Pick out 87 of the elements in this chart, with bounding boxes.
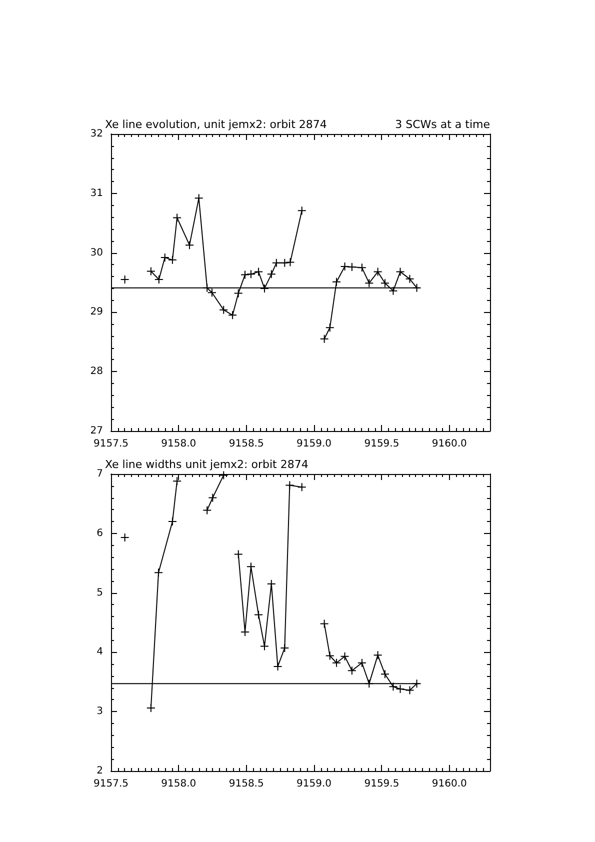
point <box>185 240 194 250</box>
point <box>364 278 374 288</box>
point <box>260 642 269 651</box>
y-tick-label: 4 <box>96 646 103 658</box>
point <box>320 334 329 344</box>
y-tick-label: 32 <box>90 128 103 140</box>
point <box>266 270 276 279</box>
point <box>405 686 414 695</box>
point <box>160 253 170 262</box>
x-tick-label: 9160.0 <box>432 778 467 790</box>
point <box>254 267 264 276</box>
point <box>280 644 290 653</box>
point <box>388 682 398 692</box>
point <box>388 286 398 296</box>
point <box>254 610 264 620</box>
point <box>325 323 334 332</box>
y-tick-label: 5 <box>96 587 103 598</box>
point <box>246 562 256 572</box>
point <box>396 684 405 694</box>
point <box>297 482 306 492</box>
point <box>234 550 243 559</box>
point <box>228 310 238 320</box>
text: 3 SCWs at a time <box>395 118 490 131</box>
point <box>373 267 382 276</box>
x-tick-label: 9160.0 <box>432 438 467 450</box>
chart-title: Xe line widths unit jemx2: orbit 2874 <box>105 458 308 471</box>
point <box>340 262 350 271</box>
point <box>234 288 243 298</box>
y-tick-label: 3 <box>96 706 103 718</box>
point <box>168 255 177 264</box>
y-tick-label: 6 <box>96 528 103 539</box>
y-tick-label: 29 <box>90 306 103 318</box>
y-tick-label: 31 <box>90 188 103 199</box>
point <box>172 476 182 486</box>
point <box>364 679 374 688</box>
point <box>340 652 350 661</box>
point <box>405 274 414 284</box>
y-tick-label: 27 <box>90 426 103 436</box>
point <box>168 517 177 526</box>
x-tick-label: 9158.0 <box>161 778 196 790</box>
y-tick-label: 2 <box>96 766 103 776</box>
point <box>219 305 228 314</box>
point <box>347 666 356 676</box>
x-tick-label: 9159.5 <box>364 438 400 450</box>
point <box>146 704 156 713</box>
point <box>120 533 130 542</box>
point <box>202 506 212 515</box>
point <box>208 493 218 502</box>
point <box>194 194 204 203</box>
point <box>154 568 164 578</box>
point <box>280 258 290 268</box>
y-tick-label: 28 <box>90 366 103 378</box>
point <box>373 650 382 660</box>
point <box>380 670 390 679</box>
chart-title: Xe line evolution, unit jemx2: orbit 2874 <box>105 118 327 131</box>
point <box>332 658 342 668</box>
point <box>396 267 405 276</box>
x-tick-label: 9158.5 <box>228 438 264 450</box>
point <box>272 258 281 268</box>
point <box>120 275 130 284</box>
x-tick-label: 9158.5 <box>228 778 264 790</box>
point <box>325 651 334 660</box>
point <box>286 258 295 267</box>
point <box>332 277 342 286</box>
point <box>172 213 182 222</box>
point <box>146 266 156 276</box>
point <box>380 278 390 288</box>
point <box>297 206 306 216</box>
y-tick-label: 7 <box>96 468 103 480</box>
x-tick-label: 9157.5 <box>94 778 128 790</box>
point <box>357 658 366 668</box>
point <box>347 262 356 272</box>
point <box>357 263 366 272</box>
point <box>273 662 282 671</box>
x-tick-label: 9157.5 <box>94 438 128 450</box>
y-tick-label: 30 <box>90 247 103 258</box>
x-tick-label: 9159.5 <box>364 778 400 790</box>
point <box>285 480 294 490</box>
x-tick-label: 9159.0 <box>296 778 332 790</box>
point <box>260 284 269 293</box>
x-tick-label: 9159.0 <box>296 438 332 450</box>
point <box>154 275 164 284</box>
point <box>240 270 250 280</box>
point <box>320 619 329 628</box>
point <box>246 270 256 279</box>
x-tick-label: 9158.0 <box>161 438 196 450</box>
point <box>219 470 228 480</box>
